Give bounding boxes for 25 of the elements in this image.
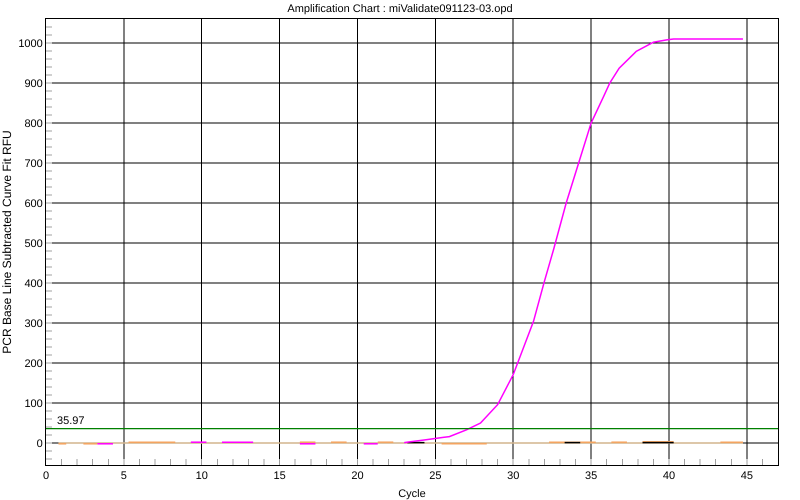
x-tick-label: 15 xyxy=(273,470,286,482)
x-tick-label: 45 xyxy=(740,470,753,482)
y-tick-label: 600 xyxy=(24,198,43,210)
x-tick-label: 5 xyxy=(120,470,127,482)
x-axis-title: Cycle xyxy=(398,488,426,500)
x-tick-label: 30 xyxy=(507,470,520,482)
chart-title: Amplification Chart : miValidate091123-03.opd xyxy=(287,2,513,15)
y-tick-label: 300 xyxy=(24,318,43,330)
y-tick-label: 500 xyxy=(24,238,43,250)
y-tick-label: 800 xyxy=(24,118,43,130)
y-tick-label: 100 xyxy=(24,398,43,410)
y-tick-label: 400 xyxy=(24,278,43,290)
y-tick-label: 0 xyxy=(36,438,43,450)
y-tick-label: 700 xyxy=(24,158,43,170)
x-tick-label: 35 xyxy=(584,470,598,482)
x-tick-label: 20 xyxy=(351,470,364,482)
x-tick-label: 40 xyxy=(662,470,676,482)
y-tick-label: 900 xyxy=(24,78,43,90)
y-axis-title: PCR Base Line Subtracted Curve Fit RFU xyxy=(0,130,14,354)
line-series xyxy=(403,38,744,444)
x-tick-label: 10 xyxy=(196,470,208,482)
y-tick-label: 200 xyxy=(24,358,43,370)
x-tick-label: 25 xyxy=(429,470,442,482)
ref-line-label: 35.97 xyxy=(57,415,85,427)
y-tick-label: 1000 xyxy=(18,38,43,50)
